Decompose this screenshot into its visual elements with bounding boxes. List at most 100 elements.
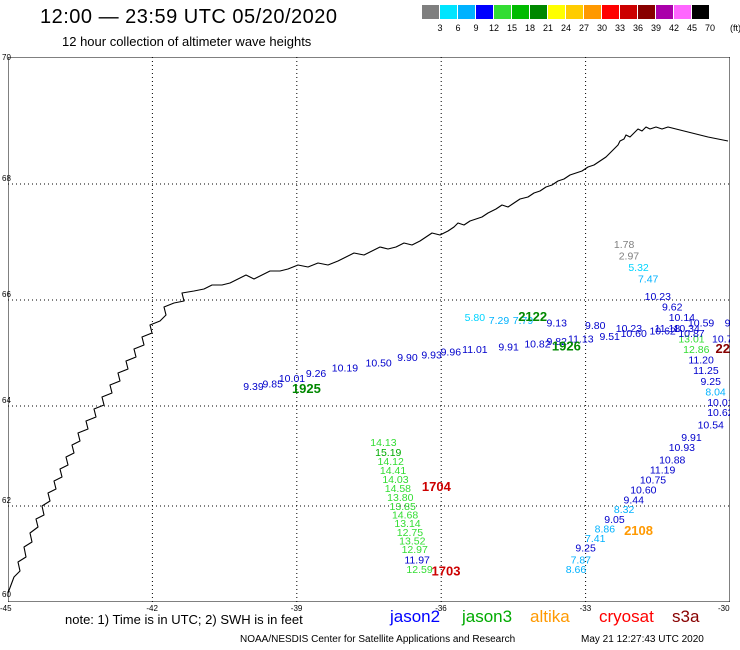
pass-time-label: 1703 — [432, 564, 461, 579]
legend-item-jason2: jason2 — [390, 607, 441, 626]
color-scale-label: 12 — [488, 23, 499, 33]
pass-time-label: 2122 — [518, 309, 547, 324]
color-scale-label: 9 — [473, 23, 479, 33]
wave-height-value: 10.72 — [712, 333, 730, 345]
wave-height-value: 12.86 — [683, 344, 709, 356]
color-scale-label: 33 — [614, 23, 625, 33]
color-scale-swatch — [674, 5, 691, 19]
wave-height-value: 14.58 — [385, 483, 411, 495]
color-scale-label: 39 — [650, 23, 661, 33]
wave-height-value: 11.25 — [693, 365, 719, 377]
longitude-tick-label: -36 — [435, 604, 447, 613]
legend-item-jason3: jason3 — [462, 607, 513, 626]
pass-time-label: 2108 — [624, 523, 653, 538]
map-grid — [8, 57, 730, 602]
wave-height-value: 10.14 — [669, 312, 695, 324]
color-scale-swatch — [440, 5, 457, 19]
wave-height-value: 11.97 — [404, 555, 430, 567]
wave-height-value: 8.04 — [705, 386, 726, 398]
wave-height-value: 7.41 — [585, 533, 606, 545]
pass-time-label: 2250 — [716, 341, 730, 356]
color-scale-swatch — [656, 5, 673, 19]
color-scale-swatch — [638, 5, 655, 19]
color-scale-swatch — [620, 5, 637, 19]
wave-height-value: 11.01 — [462, 344, 488, 356]
wave-height-value: 7.79 — [513, 315, 534, 327]
footer-credit: NOAA/NESDIS Center for Satellite Applica… — [240, 634, 516, 645]
wave-height-value: 9.90 — [397, 352, 418, 364]
wave-height-value: 8.32 — [614, 504, 635, 516]
wave-height-value: 9.13 — [547, 318, 568, 330]
wave-height-value: 11.19 — [650, 465, 676, 477]
greenland-coastline — [8, 126, 729, 594]
wave-height-value: 7.87 — [571, 555, 592, 567]
wave-height-value: 13.80 — [387, 492, 413, 504]
wave-height-value: 10.88 — [659, 455, 685, 467]
wave-height-value: 11.18 — [655, 323, 681, 335]
wave-height-value: 9.62 — [662, 302, 683, 314]
wave-height-value: 9.25 — [701, 376, 722, 388]
color-scale-swatch — [476, 5, 493, 19]
wave-height-value: 13.14 — [394, 518, 420, 530]
wave-height-value: 9.05 — [604, 514, 625, 526]
map-subtitle: 12 hour collection of altimeter wave hei… — [62, 34, 312, 49]
wave-height-value: 2.97 — [619, 250, 640, 262]
color-scale-label: 6 — [455, 23, 461, 33]
color-scale-swatch — [530, 5, 547, 19]
wave-height-value: 9.25 — [575, 543, 596, 555]
wave-height-value: 13.52 — [399, 535, 425, 547]
color-scale-label: 24 — [560, 23, 571, 33]
legend-item-altika: altika — [530, 607, 570, 626]
wave-height-value: 10.50 — [365, 357, 391, 369]
wave-height-value: 14.03 — [382, 474, 408, 486]
color-scale-swatch — [602, 5, 619, 19]
longitude-tick-label: -33 — [579, 604, 592, 613]
color-scale-label: 21 — [542, 23, 553, 33]
pass-time-labels: 1925 2122 1926 1704 1703 2250 2108 — [292, 309, 730, 578]
wave-height-value: 9.51 — [599, 331, 620, 343]
longitude-tick-label: -42 — [146, 604, 158, 613]
wave-height-value: 14.68 — [392, 509, 418, 521]
wave-height-value: 9.44 — [624, 495, 645, 507]
pass-time-label: 1925 — [292, 381, 321, 396]
color-scale-swatch — [692, 5, 709, 19]
color-scale-swatch — [422, 5, 439, 19]
wave-height-value: 10.62 — [707, 407, 730, 419]
wave-height-value: 7.47 — [638, 274, 659, 286]
wave-height-value: 10.60 — [630, 485, 656, 497]
color-scale-label: 15 — [506, 23, 517, 33]
longitude-tick-label: -30 — [718, 604, 730, 613]
color-scale-label: 27 — [578, 23, 589, 33]
color-scale-label: 42 — [668, 23, 679, 33]
wave-height-value: 9.91 — [498, 341, 519, 353]
latitude-tick-label: 68 — [2, 174, 11, 183]
color-scale-unit: (ft) — [730, 23, 740, 33]
latitude-tick-label: 62 — [2, 496, 11, 505]
wave-height-value: 13.01 — [678, 333, 704, 345]
wave-height-value: 9.82 — [547, 336, 568, 348]
wave-height-value: 11.20 — [688, 355, 714, 367]
wave-height-value: 10.19 — [332, 363, 358, 375]
wave-height-value: 10.82 — [524, 339, 550, 351]
legend-item-s3a: s3a — [672, 607, 700, 626]
map-title: 12:00 — 23:59 UTC 05/20/2020 — [40, 6, 338, 28]
color-scale-label: 70 — [704, 23, 715, 33]
color-scale-swatch — [566, 5, 583, 19]
footer-note: note: 1) Time is in UTC; 2) SWH is in fe… — [65, 612, 303, 627]
wave-height-value: 9.96 — [441, 347, 462, 359]
wave-height-value: 10.93 — [669, 442, 695, 454]
pass-time-label: 1926 — [552, 338, 581, 353]
wave-height-value: 9.39 — [243, 381, 264, 393]
color-scale-swatch — [494, 5, 511, 19]
wave-height-value: 8.86 — [595, 523, 616, 535]
wave-height-value: 15.19 — [375, 447, 401, 459]
wave-height-value: 1.78 — [614, 239, 635, 251]
latitude-tick-label: 70 — [2, 53, 11, 62]
wave-height-value: 13.85 — [390, 501, 416, 513]
pass-time-label: 1704 — [422, 479, 452, 494]
color-scale-label: 45 — [686, 23, 697, 33]
wave-height-value: 11.13 — [568, 333, 594, 345]
latitude-tick-label: 64 — [2, 396, 11, 405]
wave-height-value: 9.80 — [585, 320, 606, 332]
wave-height-value: 12.97 — [402, 544, 428, 556]
